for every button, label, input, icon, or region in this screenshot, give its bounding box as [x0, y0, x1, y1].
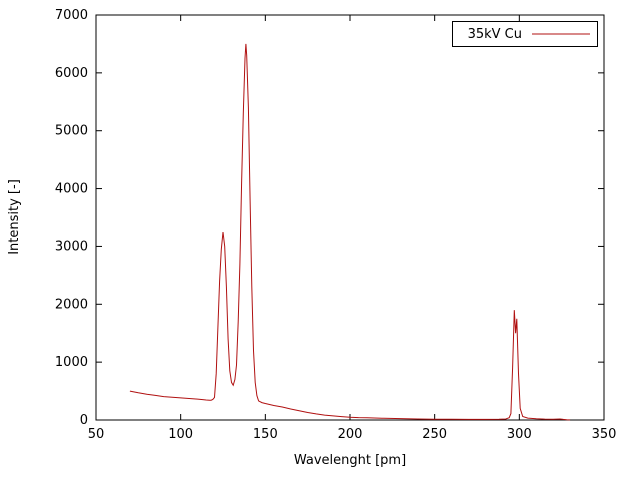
x-axis-label: Wavelenght [pm] [294, 453, 406, 468]
y-tick-label: 7000 [55, 8, 88, 23]
y-tick-label: 6000 [55, 66, 88, 81]
y-tick-label: 5000 [55, 124, 88, 139]
axis-ticks [95, 14, 605, 421]
y-tick-label: 3000 [55, 239, 88, 254]
legend-label: 35kV Cu [468, 27, 522, 42]
x-tick-label: 300 [507, 427, 532, 442]
x-tick-label: 50 [88, 427, 105, 442]
x-tick-label: 200 [338, 427, 363, 442]
legend: 35kV Cu [452, 21, 598, 47]
y-axis-label: Intensity [-] [7, 179, 22, 255]
y-tick-label: 0 [80, 413, 88, 428]
x-tick-label: 100 [168, 427, 193, 442]
data-line [129, 43, 571, 421]
x-tick-label: 150 [253, 427, 278, 442]
y-tick-label: 1000 [55, 355, 88, 370]
x-tick-label: 350 [592, 427, 617, 442]
y-tick-label: 2000 [55, 297, 88, 312]
tick-labels: 50 100 150 200 250 300 350 0 1000 2000 3000 4000 500… [55, 8, 617, 442]
x-tick-label: 250 [422, 427, 447, 442]
y-tick-label: 4000 [55, 182, 88, 197]
plot-border [95, 14, 605, 421]
